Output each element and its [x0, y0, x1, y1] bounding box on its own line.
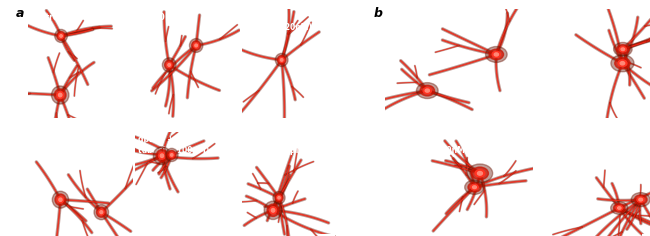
- Circle shape: [278, 197, 280, 199]
- Circle shape: [467, 164, 493, 183]
- Circle shape: [192, 41, 201, 50]
- Text: gp120 +
ACY-1215 (100nM): gp120 + ACY-1215 (100nM): [390, 135, 468, 155]
- Circle shape: [57, 92, 64, 99]
- Circle shape: [614, 42, 632, 56]
- Circle shape: [58, 93, 62, 97]
- Text: gp120 +
tubacin (100nM): gp120 + tubacin (100nM): [138, 135, 209, 155]
- Circle shape: [153, 147, 170, 165]
- Circle shape: [159, 152, 165, 159]
- Text: control: control: [31, 13, 62, 22]
- Circle shape: [275, 194, 283, 202]
- Circle shape: [417, 83, 438, 99]
- Circle shape: [489, 49, 504, 60]
- Circle shape: [55, 89, 66, 101]
- Circle shape: [60, 35, 62, 37]
- Circle shape: [615, 58, 630, 69]
- Circle shape: [58, 34, 64, 38]
- Circle shape: [611, 202, 628, 214]
- Circle shape: [166, 62, 172, 68]
- Circle shape: [59, 198, 62, 201]
- Circle shape: [486, 46, 507, 62]
- Circle shape: [270, 207, 276, 214]
- Circle shape: [195, 44, 198, 47]
- Circle shape: [471, 167, 488, 180]
- Circle shape: [55, 30, 68, 42]
- Circle shape: [94, 205, 109, 220]
- Circle shape: [473, 186, 476, 189]
- Circle shape: [96, 207, 106, 217]
- Circle shape: [494, 53, 499, 56]
- Circle shape: [57, 32, 65, 40]
- Circle shape: [618, 207, 621, 209]
- Circle shape: [617, 45, 629, 54]
- Circle shape: [492, 51, 500, 58]
- Circle shape: [475, 170, 485, 177]
- Circle shape: [637, 197, 644, 202]
- Circle shape: [194, 43, 199, 48]
- Circle shape: [273, 191, 285, 204]
- Circle shape: [162, 58, 176, 72]
- Circle shape: [52, 191, 69, 208]
- Text: a: a: [16, 7, 25, 20]
- Circle shape: [280, 59, 283, 61]
- Circle shape: [614, 204, 625, 212]
- Circle shape: [420, 85, 434, 96]
- Circle shape: [168, 63, 170, 66]
- Circle shape: [165, 148, 178, 161]
- Circle shape: [631, 193, 650, 206]
- Circle shape: [618, 60, 627, 67]
- Circle shape: [161, 154, 164, 157]
- Circle shape: [170, 154, 173, 156]
- Circle shape: [471, 184, 478, 190]
- Circle shape: [639, 198, 643, 201]
- Circle shape: [264, 201, 282, 219]
- Circle shape: [99, 209, 104, 215]
- Circle shape: [611, 55, 634, 72]
- Circle shape: [620, 62, 625, 65]
- Text: gp120 +
tubacin (20nM): gp120 + tubacin (20nM): [246, 13, 311, 32]
- Circle shape: [278, 55, 286, 64]
- Text: gp120: gp120: [540, 13, 567, 22]
- Circle shape: [465, 180, 484, 194]
- Circle shape: [57, 196, 64, 203]
- Text: b: b: [374, 7, 383, 20]
- Circle shape: [164, 60, 174, 70]
- Circle shape: [169, 152, 174, 157]
- Circle shape: [168, 151, 176, 159]
- Circle shape: [621, 48, 625, 51]
- Circle shape: [156, 150, 168, 162]
- Text: gp120 +
tubacin (60nM): gp120 + tubacin (60nM): [31, 135, 97, 155]
- Circle shape: [634, 195, 647, 204]
- Circle shape: [51, 86, 69, 104]
- Text: gp120 +
ACY-1215 (1μM): gp120 + ACY-1215 (1μM): [540, 135, 608, 155]
- Circle shape: [616, 206, 623, 211]
- Circle shape: [189, 38, 203, 52]
- Circle shape: [100, 211, 103, 214]
- Circle shape: [277, 195, 281, 200]
- Circle shape: [267, 204, 279, 216]
- Circle shape: [55, 194, 66, 205]
- Text: gp120: gp120: [138, 13, 165, 22]
- Circle shape: [425, 89, 430, 92]
- Circle shape: [478, 172, 482, 175]
- Circle shape: [468, 182, 481, 192]
- Circle shape: [271, 209, 275, 212]
- Text: gp120 +
tubacin (1μM): gp120 + tubacin (1μM): [246, 135, 306, 155]
- Circle shape: [423, 88, 432, 94]
- Text: control: control: [390, 13, 421, 22]
- Circle shape: [276, 53, 288, 67]
- Circle shape: [279, 57, 284, 63]
- Circle shape: [619, 46, 627, 52]
